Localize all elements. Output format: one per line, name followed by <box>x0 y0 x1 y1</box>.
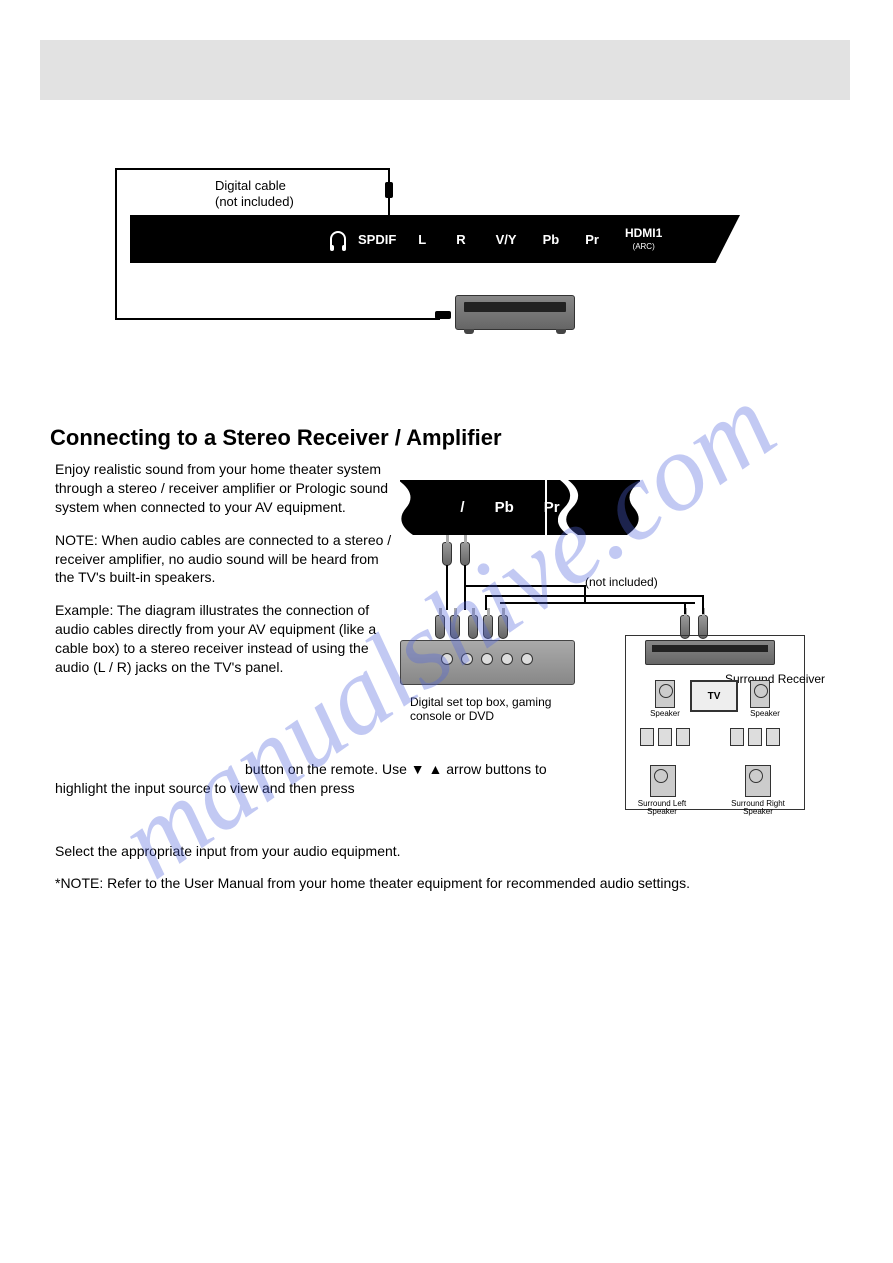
port-pb: Pb <box>543 232 560 247</box>
tv-panel-component: / Pb Pr <box>400 480 640 535</box>
mini-speaker-icon <box>766 728 780 746</box>
settop-box-icon <box>400 640 575 685</box>
mini-speaker-icon <box>658 728 672 746</box>
cable-line <box>500 602 695 604</box>
speaker-icon <box>750 680 770 708</box>
panel-wave-left <box>398 480 428 535</box>
mini-speaker-icon <box>676 728 690 746</box>
speaker-label-right: Speaker <box>735 710 795 718</box>
cable-line <box>464 585 584 587</box>
surround-left-label: Surround Left Speaker <box>632 800 692 816</box>
rca-plug-icon <box>450 615 460 639</box>
cable-line <box>684 602 686 614</box>
not-included-label: (not included) <box>585 575 658 589</box>
plug-icon <box>385 182 393 198</box>
cable-line <box>115 168 390 170</box>
cable-line <box>464 565 466 610</box>
note-refer-line: *NOTE: Refer to the User Manual from you… <box>55 872 825 894</box>
headphone-icon <box>330 231 346 247</box>
cable-line <box>446 565 448 610</box>
mini-speaker-icon <box>730 728 744 746</box>
panel-wave-right <box>612 480 642 535</box>
section-heading: Connecting to a Stereo Receiver / Amplif… <box>50 425 502 451</box>
panel-wave-mid <box>558 480 588 535</box>
port-pr: Pr <box>585 232 599 247</box>
receiver-feet <box>464 329 566 334</box>
panel-divider <box>545 480 547 535</box>
mini-speaker-icon <box>640 728 654 746</box>
body-text-column: Enjoy realistic sound from your home the… <box>55 460 395 691</box>
plug-icon <box>435 311 451 319</box>
rca-plug-icon <box>498 615 508 639</box>
surround-speaker-icon <box>745 765 771 797</box>
lower-text: Select the appropriate input from your a… <box>55 840 825 905</box>
cable-line <box>485 595 487 610</box>
port-hdmi: HDMI1 (ARC) <box>625 227 662 251</box>
select-input-line: Select the appropriate input from your a… <box>55 840 825 862</box>
cable-line <box>702 595 704 614</box>
panel2-slash: / <box>460 499 464 516</box>
panel2-pb: Pb <box>495 499 514 516</box>
header-band <box>40 40 850 100</box>
port-spdif: SPDIF <box>358 232 396 247</box>
cable-line <box>115 318 440 320</box>
surround-receiver-label: Surround Receiver <box>725 672 825 686</box>
speaker-label-left: Speaker <box>635 710 695 718</box>
surround-speaker-icon <box>650 765 676 797</box>
port-l: L <box>418 232 426 247</box>
port-hdmi-sub: (ARC) <box>633 242 655 251</box>
rca-plug-icon <box>435 615 445 639</box>
rca-plug-icon <box>460 542 470 566</box>
cable-label-line1: Digital cable <box>215 178 286 193</box>
diagram-spdif-connection: Digital cable (not included) SPDIF L R V… <box>100 160 760 360</box>
settop-knobs <box>441 653 533 665</box>
rca-plug-icon <box>483 615 493 639</box>
cable-line <box>115 168 117 318</box>
port-vy: V/Y <box>496 232 517 247</box>
diagram-stereo-receiver: / Pb Pr (not included) Digital set top b… <box>400 480 840 820</box>
cable-line <box>485 595 703 597</box>
cable-label-line2: (not included) <box>215 194 294 209</box>
speaker-icon <box>655 680 675 708</box>
rca-plug-icon <box>442 542 452 566</box>
paragraph-note: NOTE: When audio cables are connected to… <box>55 531 395 588</box>
tv-rear-panel: SPDIF L R V/Y Pb Pr HDMI1 (ARC) <box>130 215 740 263</box>
surround-receiver-icon <box>645 640 775 665</box>
cable-label: Digital cable (not included) <box>215 178 294 209</box>
mini-speaker-icon <box>748 728 762 746</box>
rca-plug-icon <box>468 615 478 639</box>
port-hdmi-text: HDMI1 <box>625 226 662 240</box>
surround-right-label: Surround Right Speaker <box>728 800 788 816</box>
settop-label: Digital set top box, gaming console or D… <box>410 695 570 724</box>
paragraph-example: Example: The diagram illustrates the con… <box>55 601 395 677</box>
port-r: R <box>456 232 465 247</box>
paragraph-intro: Enjoy realistic sound from your home the… <box>55 460 395 517</box>
remote-prefix: button on the remote. Use <box>245 761 407 777</box>
receiver-device-icon <box>455 295 575 330</box>
tv-icon: TV <box>690 680 738 712</box>
